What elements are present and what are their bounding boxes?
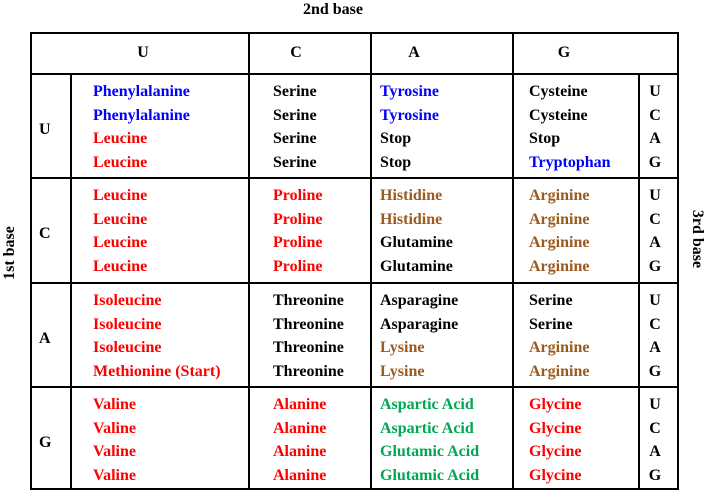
third-base-letter: A (649, 234, 661, 251)
table-outer-border (30, 32, 679, 490)
amino-acid-label: Glutamic Acid (380, 466, 480, 484)
third-base-letter: U (649, 396, 661, 413)
third-base-letter: U (649, 292, 661, 309)
amino-acid-label: Valine (93, 419, 136, 437)
amino-acid-label: Valine (93, 443, 136, 460)
amino-acid-label: Stop (380, 130, 412, 147)
amino-acid-label: Lysine (380, 339, 425, 356)
amino-acid-label: Isoleucine (93, 292, 162, 309)
amino-acid-label: Cysteine (529, 106, 588, 124)
second-base-header: A (408, 44, 420, 61)
amino-acid-label: Glycine (529, 443, 582, 460)
third-base-letter: A (649, 443, 661, 460)
amino-acid-label: Alanine (273, 443, 327, 460)
amino-acid-label: Glutamine (380, 257, 453, 275)
amino-acid-label: Valine (93, 466, 136, 484)
amino-acid-label: Histidine (380, 210, 443, 228)
amino-acid-label: Asparagine (380, 292, 459, 309)
amino-acid-label: Glycine (529, 466, 582, 484)
amino-acid-label: Arginine (529, 234, 590, 251)
amino-acid-label: Tryptophan (529, 153, 611, 171)
third-base-letter: A (649, 130, 661, 147)
amino-acid-label: Stop (529, 130, 561, 147)
third-base-letter: C (649, 106, 661, 124)
amino-acid-label: Arginine (529, 362, 590, 380)
amino-acid-label: Arginine (529, 187, 590, 204)
amino-acid-label: Glycine (529, 419, 582, 437)
second-base-label: 2nd base (302, 1, 364, 18)
second-base-header: C (290, 44, 302, 61)
first-base-header: G (39, 434, 52, 451)
first-base-header: A (39, 330, 51, 347)
amino-acid-label: Cysteine (529, 83, 588, 100)
amino-acid-label: Leucine (93, 187, 148, 204)
amino-acid-label: Serine (529, 292, 573, 309)
amino-acid-label: Lysine (380, 362, 425, 380)
second-base-header: U (137, 44, 149, 61)
amino-acid-label: Leucine (93, 130, 148, 147)
amino-acid-label: Arginine (529, 210, 590, 228)
third-base-letter: U (649, 83, 661, 100)
amino-acid-label: Valine (93, 396, 136, 413)
amino-acid-label: Glutamine (380, 234, 453, 251)
amino-acid-label: Serine (273, 106, 317, 124)
third-base-letter: G (648, 466, 662, 484)
amino-acid-label: Alanine (273, 419, 327, 437)
amino-acid-label: Arginine (529, 339, 590, 356)
amino-acid-label: Isoleucine (93, 339, 162, 356)
first-base-header: C (39, 225, 51, 242)
third-base-letter: G (648, 257, 662, 275)
amino-acid-label: Leucine (93, 234, 148, 251)
amino-acid-label: Threonine (273, 339, 344, 356)
amino-acid-label: Proline (273, 257, 323, 275)
amino-acid-label: Leucine (93, 153, 148, 171)
amino-acid-label: Serine (529, 315, 573, 333)
amino-acid-label: Alanine (273, 396, 327, 413)
amino-acid-label: Serine (273, 83, 317, 100)
amino-acid-label: Aspartic Acid (380, 396, 474, 413)
amino-acid-label: Phenylalanine (93, 83, 190, 100)
amino-acid-label: Asparagine (380, 315, 459, 333)
third-base-letter: G (648, 153, 662, 171)
amino-acid-label: Leucine (93, 257, 148, 275)
amino-acid-label: Histidine (380, 187, 443, 204)
third-base-letter: C (649, 210, 661, 228)
amino-acid-label: Threonine (273, 292, 344, 309)
amino-acid-label: Tyrosine (380, 83, 439, 100)
first-base-header: U (39, 121, 51, 138)
amino-acid-label: Proline (273, 234, 323, 251)
amino-acid-label: Proline (273, 187, 323, 204)
third-base-letter: C (649, 419, 661, 437)
third-base-letter: U (649, 187, 661, 204)
amino-acid-label: Threonine (273, 315, 344, 333)
amino-acid-label: Glycine (529, 396, 582, 413)
amino-acid-label: Stop (380, 153, 412, 171)
amino-acid-label: Arginine (529, 257, 590, 275)
amino-acid-label: Leucine (93, 210, 148, 228)
third-base-letter: A (649, 339, 661, 356)
amino-acid-label: Glutamic Acid (380, 443, 480, 460)
amino-acid-label: Serine (273, 130, 317, 147)
amino-acid-label: Methionine (Start) (93, 362, 221, 380)
amino-acid-label: Proline (273, 210, 323, 228)
amino-acid-label: Phenylalanine (93, 106, 190, 124)
amino-acid-label: Tyrosine (380, 106, 439, 124)
amino-acid-label: Threonine (273, 362, 344, 380)
second-base-header: G (557, 44, 571, 61)
amino-acid-label: Isoleucine (93, 315, 162, 333)
third-base-letter: C (649, 315, 661, 333)
amino-acid-label: Alanine (273, 466, 327, 484)
amino-acid-label: Aspartic Acid (380, 419, 474, 437)
amino-acid-label: Serine (273, 153, 317, 171)
third-base-letter: G (648, 362, 662, 380)
